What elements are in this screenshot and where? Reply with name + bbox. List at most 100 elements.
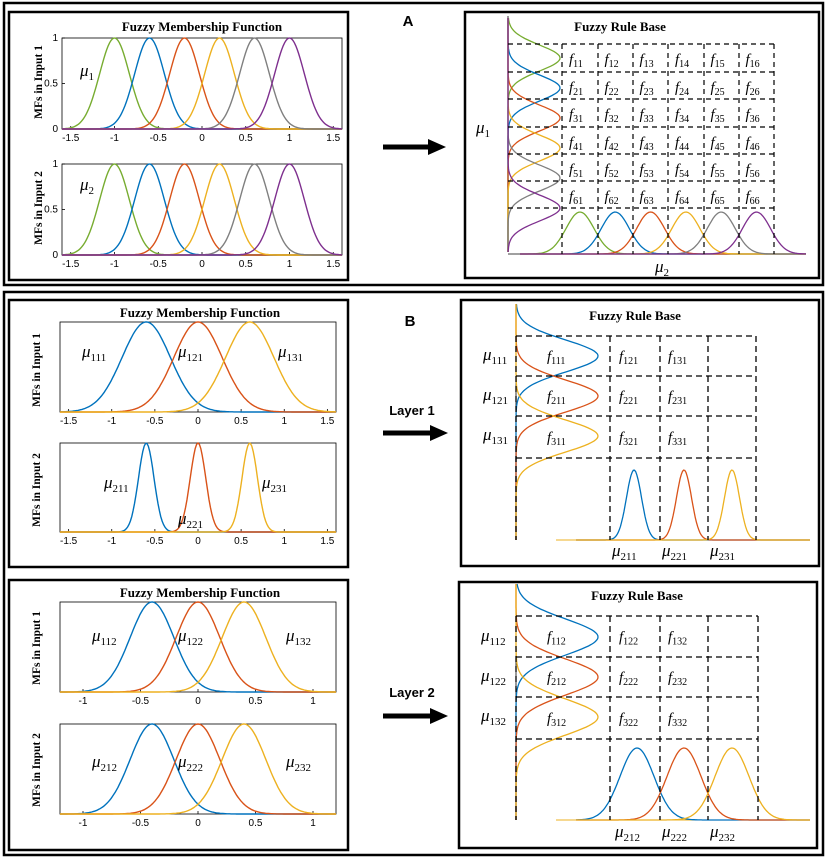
mf-curve-orange [60,321,336,413]
rule-a-cell: f33 [640,107,654,125]
rule-a-row-curve-gray [507,18,561,252]
panel-a-mf-box [7,10,350,282]
mu-label: μ222 [661,822,687,844]
f-subscript: 16 [750,59,760,70]
mu-subscript: 122 [490,676,507,688]
rule-cell: f311 [547,430,566,448]
rule-cell: f212 [547,670,566,688]
f-subscript: 34 [679,114,689,125]
x-tick-label: -0.5 [150,259,168,270]
mu-label: μ131 [482,425,508,447]
rule-a-cell: f62 [605,189,619,207]
mf-curve-blue [60,321,336,413]
f-subscript: 43 [644,142,654,153]
f-symbol: f [640,189,646,205]
layer1-label: Layer 1 [389,403,435,418]
mu-label: μ121 [482,385,508,407]
mu-label: μ211 [611,541,637,563]
mu-label: μ231 [709,541,735,563]
f-symbol: f [547,711,553,727]
mu-subscript: 122 [187,636,204,648]
rule-cell: f232 [668,670,687,688]
layer1-ylabel-input1: MFs in Input 1 [31,333,43,407]
rule-a-cell: f25 [711,80,725,98]
f-subscript: 24 [679,87,689,98]
x-tick-label: 0.5 [234,416,248,427]
rule-a-cell: f44 [675,135,689,153]
mu-symbol: μ [261,473,271,492]
mu-subscript: 221 [671,551,688,563]
f-subscript: 25 [715,87,725,98]
rule-cell: f111 [547,349,565,367]
rule-a-cell: f26 [746,80,760,98]
f-symbol: f [746,107,752,123]
f-symbol: f [547,389,553,405]
mu-label: μ122 [480,666,506,688]
mu-subscript: 222 [187,762,204,774]
mu-symbol: μ [177,626,187,645]
f-subscript: 311 [551,437,566,448]
f-subscript: 322 [623,718,638,729]
mf-curve-yellow [60,442,336,533]
f-subscript: 14 [679,59,689,70]
rule-a-cell: f65 [711,189,725,207]
x-tick-label: -1.5 [62,259,80,270]
f-subscript: 15 [715,59,725,70]
x-tick-label: 0 [195,536,201,547]
f-subscript: 54 [679,169,689,180]
x-tick-label: -0.5 [132,818,150,829]
rule-a-cell: f41 [569,135,583,153]
x-tick-label: -0.5 [150,133,168,144]
mu-label: μ112 [91,626,117,648]
f-symbol: f [640,80,646,96]
mu-subscript: 232 [295,762,312,774]
x-tick-label: -1.5 [62,133,80,144]
x-tick-label: 0 [195,696,201,707]
f-symbol: f [711,189,717,205]
panel-b-letter: B [405,313,416,330]
f-symbol: f [675,80,681,96]
x-tick-label: 1 [281,536,287,547]
f-symbol: f [675,135,681,151]
f-symbol: f [605,107,611,123]
x-tick-label: -1 [107,416,116,427]
rule-cell: f112 [547,630,566,648]
f-subscript: 33 [644,114,654,125]
rule-a-row-curve-orange [507,18,561,252]
rule-a-cell: f46 [746,135,760,153]
mu-symbol: μ [177,342,187,361]
panel-a-input1-plot: -1.5 -1 -0.5 0 0.5 1 1.5 0 0.5 1 [44,33,343,144]
f-symbol: f [547,670,553,686]
f-symbol: f [605,135,611,151]
layer1-rule-title: Fuzzy Rule Base [589,308,681,323]
f-subscript: 41 [573,142,583,153]
x-tick-label: 1.5 [320,416,334,427]
mu-label: μ132 [285,626,311,648]
f-subscript: 121 [623,356,638,367]
f-subscript: 23 [644,87,654,98]
f-subscript: 51 [573,169,583,180]
f-symbol: f [605,80,611,96]
mu-label: μ132 [480,706,506,728]
f-subscript: 32 [609,114,619,125]
f-symbol: f [711,162,717,178]
f-symbol: f [569,52,575,68]
plot-axes [59,321,337,413]
y-tick-label: 1 [52,159,58,170]
mu-symbol: μ [277,342,287,361]
mu-subscript: 112 [490,636,506,648]
f-subscript: 52 [609,169,619,180]
rule-cell: f122 [619,630,638,648]
layer1-mf-box [7,298,350,569]
rule-a-cell: f54 [675,162,689,180]
mf-curve-purple [62,37,342,130]
layer2-rule-box [457,580,819,850]
f-subscript: 53 [644,169,654,180]
x-tick-label: 1.5 [326,133,340,144]
f-subscript: 332 [672,718,687,729]
f-subscript: 36 [750,114,760,125]
f-subscript: 12 [609,59,619,70]
rule-cell: f321 [619,430,638,448]
